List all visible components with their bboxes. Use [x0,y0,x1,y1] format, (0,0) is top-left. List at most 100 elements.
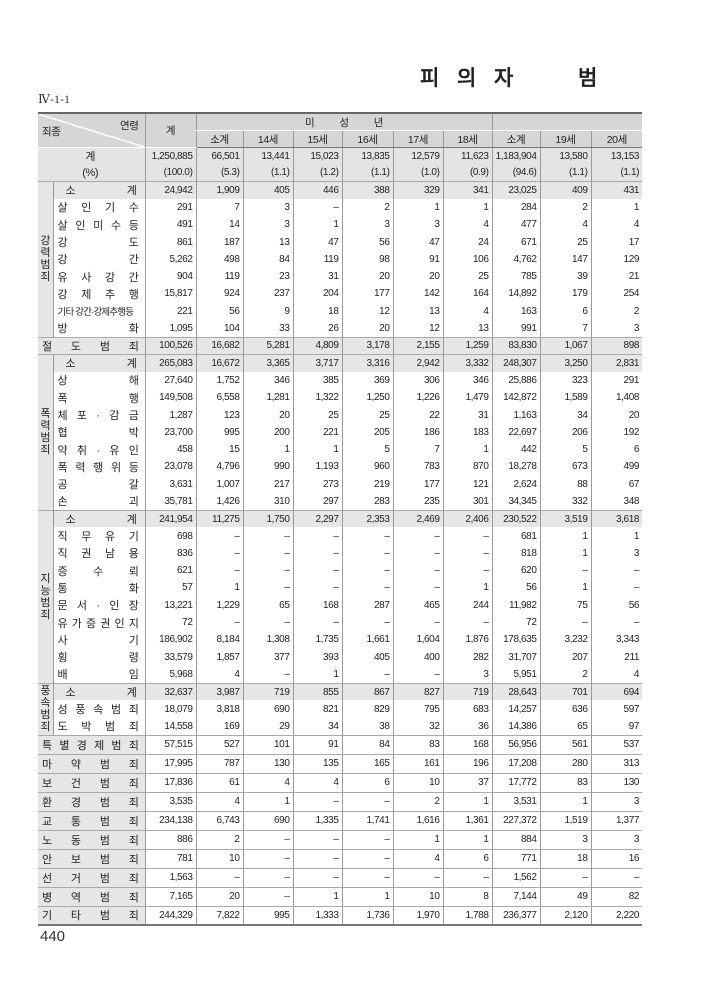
value-cell: 597 [590,700,643,718]
value-cell: 491 [144,216,196,234]
value-cell: 3 [242,198,293,217]
table-id: Ⅳ-1-1 [38,92,70,106]
value-cell: 204 [292,285,342,303]
row-label: 기 타 범 죄 [38,905,145,926]
value-cell: 821 [292,700,342,718]
value-cell: 34 [292,717,342,735]
value-cell: 991 [491,319,540,338]
value-cell: 244,329 [144,905,196,926]
value-cell: 24 [442,233,492,251]
value-cell: 771 [491,848,540,868]
row-label: 도 박 범 죄 [52,717,145,735]
value-cell: – [195,527,243,545]
row-label: 폭 력 행 위 등 [52,458,145,476]
value-cell: 1,333 [292,905,342,926]
value-cell: 168 [442,734,492,754]
value-cell: 388 [341,180,393,199]
row-label: 소 계 [52,509,145,528]
value-cell: 1 [242,791,293,811]
value-cell: 72 [144,613,196,632]
value-cell: 20 [590,406,643,424]
value-cell: 4 [442,216,492,234]
value-cell: 219 [341,475,393,493]
value-cell: 13,153 [590,147,643,165]
value-cell: 1,735 [292,631,342,649]
row-label: 직 권 남 용 [52,544,145,563]
value-cell: 28,643 [491,682,540,701]
value-cell: 186,902 [144,631,196,649]
value-cell: – [242,527,293,545]
value-cell: 498 [195,250,243,268]
value-cell: 995 [195,423,243,441]
table-row: 살 인 기 수 291 7 3–2 1 1 284 2 1 [38,198,643,217]
table-row: 배 임 5,968 4–1– –3 5,951 2 4 [38,665,643,684]
value-cell: 72 [491,613,540,632]
value-cell: 4,762 [491,250,540,268]
value-cell: 282 [442,648,492,666]
table-row: 체 포 · 감 금 1,287 123 20 25 25 22 31 1,163 34 20 [38,406,643,424]
value-cell: 329 [392,180,443,199]
group-label: 풍속범죄 [38,682,53,735]
value-cell: 20 [392,267,443,286]
row-label: 보 건 범 죄 [38,772,145,792]
value-cell: 3,519 [539,509,591,528]
value-cell: – [392,867,443,887]
table-row: 특 별 경 제 범 죄 57,515 527 101 91 84 83 168 56,956 56… [38,734,643,754]
value-cell: 1,426 [195,492,243,511]
value-cell: 37 [442,772,492,792]
value-cell: 1,287 [144,406,196,424]
value-cell: 827 [392,682,443,701]
row-label: 공 갈 [52,475,145,493]
row-label: 배 임 [52,665,145,684]
value-cell: 179 [539,285,591,303]
value-cell: 11,623 [442,147,492,165]
value-cell: 34 [539,406,591,424]
value-cell: 17,995 [144,753,196,773]
value-cell: 56 [590,596,643,614]
row-label: 증 수 뢰 [52,562,145,580]
subtotal-row: 폭력범죄 소 계 265,083 16,672 3,365 3,717 3,316 2,942… [38,353,643,511]
value-cell: 23,700 [144,423,196,441]
value-cell: – [292,198,342,217]
value-cell: 2 [195,829,243,849]
value-cell: 1 [442,198,492,217]
value-cell: 13,835 [341,147,393,165]
value-cell: 1,335 [292,810,342,830]
value-cell: 147 [539,250,591,268]
value-cell: 620 [491,562,540,580]
value-cell: – [539,562,591,580]
value-cell: (1.1) [590,164,643,182]
subtotal-row: 풍속범죄 소 계 32,637 3,987 719 855 867 827 719 28,643 7… [38,682,643,735]
value-cell: 221 [292,423,342,441]
value-cell: 681 [491,527,540,545]
value-cell: 3,717 [292,353,342,372]
row-label: 강 도 [52,233,145,251]
value-cell: 561 [539,734,591,754]
value-cell: 84 [242,250,293,268]
value-cell: 217 [242,475,293,493]
value-cell: 621 [144,562,196,580]
value-cell: – [341,613,393,632]
value-cell: 119 [292,250,342,268]
value-cell: – [590,867,643,887]
value-cell: (1.0) [392,164,443,182]
value-cell: 1,589 [539,389,591,407]
value-cell: – [341,527,393,545]
value-cell: 13 [442,319,492,338]
header-adult-group [491,112,643,131]
value-cell: – [539,867,591,887]
row-label: 계 [85,151,96,164]
value-cell: 795 [392,700,443,718]
value-cell: 3,178 [341,336,393,355]
value-cell: 867 [341,682,393,701]
value-cell: – [590,613,643,632]
value-cell: 1,741 [341,810,393,830]
table-row: 환 경 범 죄 3,535 4 1– –2 1 3,531 1 3 [38,791,643,811]
value-cell: 4 [590,665,643,684]
value-cell: 2 [392,791,443,811]
header-total: 계 [144,112,196,148]
value-cell: – [590,579,643,597]
table-row: 폭 행 149,508 6,558 1,281 1,322 1,250 1,226 1,479… [38,389,643,407]
value-cell: 15,817 [144,285,196,303]
value-cell: 870 [442,458,492,476]
